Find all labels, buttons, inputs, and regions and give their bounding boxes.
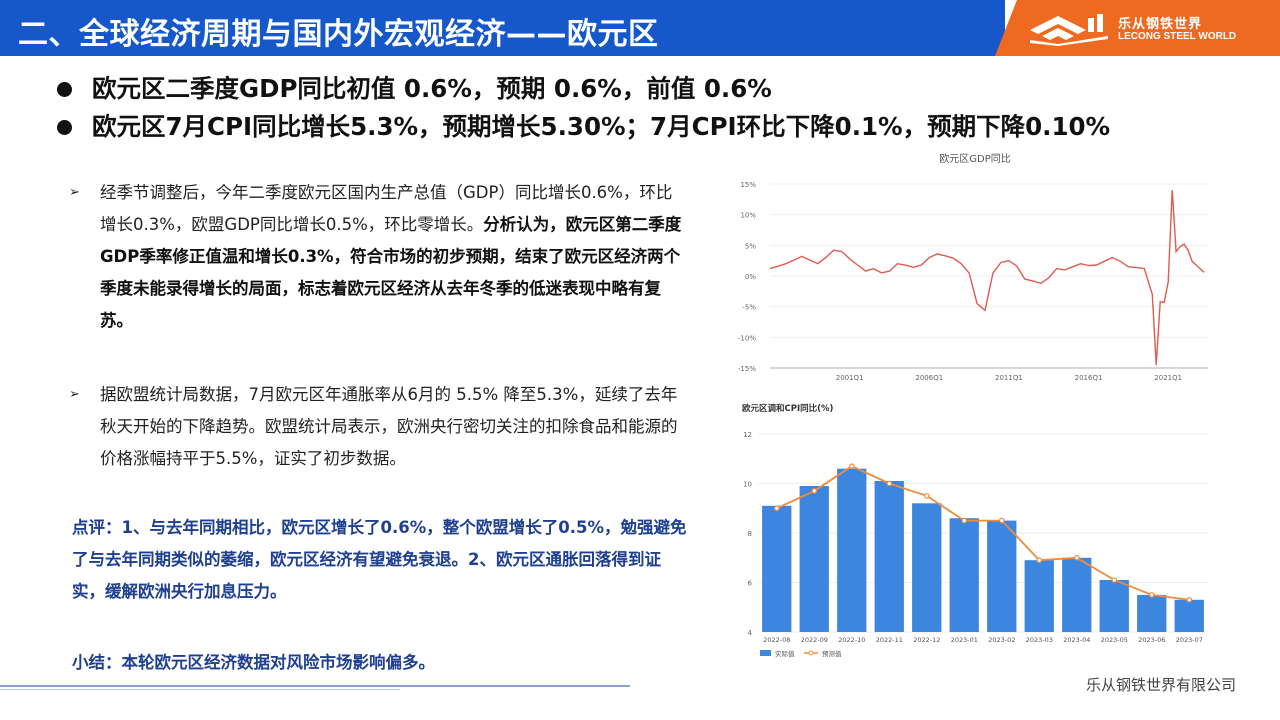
- cpi-actual-bar: [1024, 560, 1054, 632]
- y-tick-label: 15%: [740, 181, 756, 189]
- x-tick-label: 2022-12: [913, 636, 940, 644]
- footer-divider-thin: [0, 689, 400, 690]
- logo-english-name: LECONG STEEL WORLD: [1118, 31, 1237, 42]
- gdp-yoy-line-chart: 欧元区GDP同比 15% 10% 5% 0% -5% -10% -15% 2001Q1 200…: [738, 153, 1208, 382]
- y-tick-label: 8: [748, 530, 752, 538]
- cpi-actual-bar: [762, 505, 792, 632]
- footer-company-name: 乐从钢铁世界有限公司: [1086, 676, 1237, 694]
- cpi-actual-bar: [799, 486, 829, 632]
- legend-actual-label: 实际值: [775, 649, 795, 658]
- y-tick-label: 10: [743, 481, 752, 489]
- page-title: 二、全球经济周期与国内外宏观经济——欧元区: [18, 17, 659, 52]
- cpi-forecast-point: [1148, 592, 1155, 598]
- gdp-series-line: [769, 190, 1205, 365]
- headline-gdp-text: 欧元区二季度GDP同比初值 0.6%，预期 0.6%，前值 0.6%: [92, 74, 772, 103]
- cpi-forecast-point: [1036, 557, 1043, 564]
- bullet-dot-icon: [57, 82, 72, 97]
- cpi-forecast-point: [1111, 577, 1118, 583]
- x-tick-label: 2022-10: [838, 636, 865, 644]
- x-tick-label: 2023-05: [1101, 636, 1128, 644]
- cpi-actual-bar: [837, 468, 867, 632]
- headline-bullets: 欧元区二季度GDP同比初值 0.6%，预期 0.6%，前值 0.6% 欧元区7月…: [55, 70, 1110, 146]
- x-tick-label: 2011Q1: [995, 374, 1023, 382]
- gdp-analysis-paragraph: ➢ 经季节调整后，今年二季度欧元区国内生产总值（GDP）同比增长0.6%，环比增…: [69, 177, 688, 337]
- x-tick-label: 2023-04: [1063, 636, 1090, 644]
- x-tick-label: 2022-08: [763, 636, 790, 644]
- arrow-bullet-icon: ➢: [69, 185, 80, 200]
- cpi-actual-bar: [987, 520, 1017, 632]
- x-tick-label: 2023-03: [1026, 636, 1053, 644]
- logo-mark-icon: [1030, 14, 1108, 46]
- cpi-actual-bar: [949, 518, 979, 632]
- inflation-paragraph-text: 据欧盟统计局数据，7月欧元区年通胀率从6月的 5.5% 降至5.3%，延续了去年…: [100, 385, 678, 468]
- cpi-actual-bar: [1137, 594, 1167, 632]
- summary-text: 小结：本轮欧元区经济数据对风险市场影响偏多。: [72, 653, 435, 672]
- chart-title: 欧元区调和CPI同比(%): [742, 403, 834, 414]
- x-tick-label: 2023-06: [1138, 636, 1165, 644]
- cpi-actual-bar: [874, 481, 904, 632]
- cpi-forecast-point: [961, 517, 968, 524]
- x-tick-label: 2021Q1: [1154, 374, 1182, 382]
- header-blue-band: [0, 0, 1005, 56]
- x-tick-label: 2023-02: [988, 636, 1015, 644]
- cpi-actual-bar: [1062, 557, 1092, 633]
- x-tick-label: 2023-07: [1176, 636, 1203, 644]
- headline-bullet-gdp: 欧元区二季度GDP同比初值 0.6%，预期 0.6%，前值 0.6%: [55, 70, 1110, 108]
- cpi-forecast-point: [924, 493, 930, 499]
- x-tick-label: 2006Q1: [915, 374, 943, 382]
- y-tick-label: 0%: [745, 273, 756, 281]
- x-tick-label: 2001Q1: [836, 374, 864, 382]
- footer-divider: [0, 685, 630, 687]
- y-tick-label: 10%: [740, 212, 756, 220]
- y-tick-label: -5%: [742, 304, 756, 312]
- company-logo: 乐从钢铁世界 LECONG STEEL WORLD: [1028, 10, 1236, 46]
- gdp-paragraph-text: 经季节调整后，今年二季度欧元区国内生产总值（GDP）同比增长0.6%，环比增长0…: [100, 183, 673, 234]
- y-tick-label: 6: [748, 580, 753, 588]
- cpi-forecast-line: [776, 465, 1190, 601]
- y-tick-label: 4: [748, 629, 753, 637]
- y-tick-label: 12: [743, 431, 752, 439]
- x-tick-label: 2022-09: [801, 636, 828, 644]
- bullet-dot-icon: [57, 120, 72, 135]
- cpi-actual-bar: [912, 503, 942, 632]
- cpi-forecast-point: [1073, 555, 1080, 561]
- cpi-forecast-point: [773, 505, 780, 512]
- inflation-paragraph: ➢ 据欧盟统计局数据，7月欧元区年通胀率从6月的 5.5% 降至5.3%，延续了…: [69, 379, 688, 475]
- logo-chinese-name: 乐从钢铁世界: [1118, 17, 1203, 32]
- chart-title: 欧元区GDP同比: [939, 153, 1010, 165]
- commentary-text: 点评：1、与去年同期相比，欧元区增长了0.6%，整个欧盟增长了0.5%，勉强避免…: [72, 518, 687, 601]
- x-tick-label: 2016Q1: [1075, 374, 1103, 382]
- headline-bullet-cpi: 欧元区7月CPI同比增长5.3%，预期增长5.30%；7月CPI环比下降0.1%…: [55, 108, 1110, 146]
- y-tick-label: -10%: [738, 334, 756, 342]
- legend-actual-swatch: [760, 650, 771, 656]
- cpi-forecast-point: [811, 488, 818, 494]
- legend-forecast-marker: [808, 650, 814, 656]
- cpi-actual-bar: [1099, 580, 1129, 632]
- cpi-forecast-point: [1186, 597, 1193, 603]
- arrow-bullet-icon: ➢: [69, 387, 80, 402]
- cpi-actual-bar: [1174, 599, 1204, 632]
- x-tick-label: 2022-11: [876, 636, 903, 644]
- legend-forecast-label: 预测值: [822, 649, 842, 658]
- cpi-forecast-point: [886, 480, 893, 487]
- headline-cpi-text: 欧元区7月CPI同比增长5.3%，预期增长5.30%；7月CPI环比下降0.1%…: [92, 112, 1111, 141]
- y-tick-label: -15%: [738, 365, 756, 373]
- y-tick-label: 5%: [745, 242, 756, 250]
- cpi-forecast-point: [849, 463, 855, 469]
- cpi-bar-chart: 欧元区调和CPI同比(%) 4 6 8 10 12 2022-08 2022-09 2022…: [742, 403, 1208, 658]
- header-bar: 二、全球经济周期与国内外宏观经济——欧元区 乐从钢铁世界 LECONG STEE…: [0, 0, 1280, 56]
- gdp-analysis-bold-text: 分析认为，欧元区第二季度GDP季率修正值温和增长0.3%，符合市场的初步预期，结…: [100, 215, 682, 330]
- x-tick-label: 2023-01: [951, 636, 978, 644]
- cpi-forecast-point: [998, 517, 1005, 524]
